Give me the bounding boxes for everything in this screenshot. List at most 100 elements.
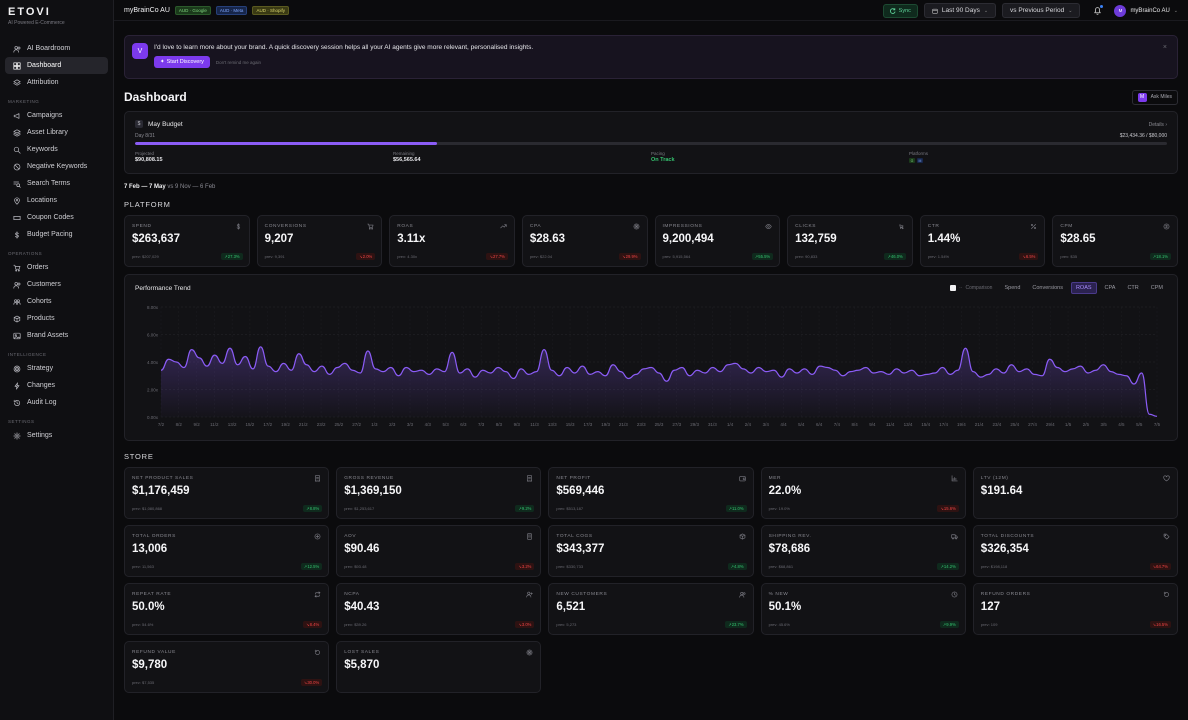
sidebar-item-coupon-codes[interactable]: Coupon Codes [5, 209, 108, 226]
kpi-card-cpm[interactable]: CPM $28.65 prev: $35 ↗18.1% [1052, 215, 1178, 267]
tab-ctr[interactable]: CTR [1127, 285, 1139, 291]
kpi-card-clicks[interactable]: CLICKS 132,759 prev: 90,833 ↗46.0% [787, 215, 913, 267]
tab-cpm[interactable]: CPM [1150, 285, 1163, 291]
sidebar-item-campaigns[interactable]: Campaigns [5, 107, 108, 124]
dismiss-link[interactable]: Don't remind me again [215, 59, 262, 65]
notifications-button[interactable] [1092, 4, 1104, 16]
discovery-banner: V I'd love to learn more about your bran… [124, 35, 1178, 79]
projected-label: Projected [135, 151, 155, 156]
sidebar-item-cohorts[interactable]: Cohorts [5, 293, 108, 310]
sidebar-item-orders[interactable]: Orders [5, 259, 108, 276]
kpi-delta-badge: ↘8.4% [303, 621, 323, 628]
sync-label: Sync [898, 7, 911, 14]
kpi-card-total-cogs[interactable]: TOTAL COGS $343,377 prev: $330,733 ↗4.8% [548, 525, 754, 577]
platform-kpis: SPEND $263,637 prev: $207,029 ↗27.3% CONVERS… [124, 215, 1178, 267]
trend-up-icon: ↗ [518, 506, 522, 511]
kpi-previous: prev: 9,391 [264, 254, 285, 259]
tag-shopify: AUD · Shopify [252, 6, 289, 15]
x-tick-label: 17/2 [263, 422, 272, 427]
sidebar-item-label: Strategy [27, 365, 54, 372]
user-menu[interactable]: M myBrainCo AU ⌄ [1114, 4, 1178, 17]
kpi-delta-badge: ↘15.6% [937, 505, 959, 512]
x-tick-label: 13/4 [904, 422, 913, 427]
sidebar-item-settings[interactable]: Settings [5, 427, 108, 444]
avatar: M [1114, 4, 1127, 17]
sidebar-item-label: Orders [27, 264, 49, 271]
kpi-card-aov[interactable]: AOV $90.46 prev: $93.48 ↘3.2% [336, 525, 542, 577]
sync-button[interactable]: Sync [882, 3, 918, 18]
kpi-card-repeat-rate[interactable]: REPEAT RATE 50.0% prev: 54.6% ↘8.4% [124, 583, 330, 635]
kpi-card-total-orders[interactable]: TOTAL ORDERS 13,006 prev: 11,563 ↗12.5% [124, 525, 330, 577]
kpi-card-total-discounts[interactable]: TOTAL DISCOUNTS $326,354 prev: $198,118 ↘64… [972, 525, 1178, 577]
close-icon[interactable]: × [1162, 44, 1167, 51]
megaphone-icon [13, 112, 20, 119]
kpi-value: $343,377 [556, 543, 605, 555]
kpi-card-spend[interactable]: SPEND $263,637 prev: $207,029 ↗27.3% [124, 215, 250, 267]
sidebar-item-asset-library[interactable]: Asset Library [5, 124, 108, 141]
sidebar-item-changes[interactable]: Changes [5, 377, 108, 394]
account-name[interactable]: myBrainCo AU [124, 7, 170, 14]
sidebar-item-customers[interactable]: Customers [5, 276, 108, 293]
comparison-toggle[interactable]: ·· Comparison [950, 285, 992, 291]
sidebar-item-audit-log[interactable]: Audit Log [5, 394, 108, 411]
sidebar-item-products[interactable]: Products [5, 310, 108, 327]
agent-badge: V [132, 43, 148, 59]
kpi-card-new-customers[interactable]: NEW CUSTOMERS 6,521 prev: 5,273 ↗23.7% [548, 583, 754, 635]
sidebar-item-label: Keywords [27, 146, 58, 153]
x-tick-label: 23/3 [637, 422, 646, 427]
ban-icon [13, 163, 21, 170]
kpi-card-conversions[interactable]: CONVERSIONS 9,207 prev: 9,391 ↘2.0% [256, 215, 383, 267]
sidebar-item-keywords[interactable]: Keywords [5, 141, 108, 158]
kpi-card-refund-orders[interactable]: REFUND ORDERS 127 prev: 109 ↘16.5% [972, 583, 1178, 635]
tab-roas[interactable]: ROAS [1070, 282, 1097, 294]
stack-icon [13, 128, 21, 137]
kpi-previous: prev: 5,915,564 [662, 254, 691, 259]
kpi-card-ctr[interactable]: CTR 1.44% prev: 1.54% ↘6.5% [919, 215, 1046, 267]
kpi-card-shipping-rev[interactable]: SHIPPING REV. $78,686 prev: $68,861 ↗14.2% [760, 525, 966, 577]
sidebar-item-dashboard[interactable]: Dashboard [5, 57, 108, 74]
sidebar-item-label: Dashboard [27, 62, 62, 69]
budget-details-link[interactable]: Details › [1148, 122, 1167, 128]
kpi-card-ncpa[interactable]: NCPA $40.43 prev: $39.26 ↘3.0% [336, 583, 542, 635]
kpi-card-net-product-sales[interactable]: NET PRODUCT SALES $1,176,459 prev: $1,080,… [124, 467, 330, 519]
kpi-card-ltv-12m[interactable]: LTV (12M) $191.64 [972, 467, 1178, 519]
sidebar-item-locations[interactable]: Locations [5, 192, 108, 209]
kpi-delta-badge: ↘6.5% [1019, 253, 1039, 260]
kpi-previous: prev: $93.48 [344, 564, 367, 569]
tab-spend[interactable]: Spend [1004, 285, 1021, 291]
kpi-card-new[interactable]: % NEW 50.1% prev: 45.6% ↗9.9% [760, 583, 966, 635]
sidebar-item-strategy[interactable]: Strategy [5, 360, 108, 377]
x-tick-label: 15/3 [566, 422, 575, 427]
checkbox[interactable] [950, 285, 957, 291]
ask-miles-button[interactable]: M Ask Miles [1131, 89, 1178, 105]
kpi-card-cpa[interactable]: CPA $28.63 prev: $22.04 ↘29.9% [521, 215, 648, 267]
sidebar-item-label: Asset Library [27, 129, 68, 136]
kpi-card-lost-sales[interactable]: LOST SALES $5,870 [336, 641, 542, 693]
kpi-card-gross-revenue[interactable]: GROSS REVENUE $1,369,150 prev: $1,253,617 ↗… [336, 467, 542, 519]
kpi-value: $90.46 [344, 543, 380, 555]
trend-up-icon: ↗ [306, 506, 310, 511]
kpi-card-impressions[interactable]: IMPRESSIONS 9,200,494 prev: 5,915,564 ↗55.5… [654, 215, 781, 267]
logo[interactable]: ETOVI AI Powered E-Commerce [0, 6, 113, 26]
kpi-label: REFUND ORDERS [980, 592, 1031, 597]
period-dropdown[interactable]: Last 90 Days ⌄ [923, 3, 997, 18]
tab-cpa[interactable]: CPA [1104, 285, 1116, 291]
sidebar-item-negative-keywords[interactable]: Negative Keywords [5, 158, 108, 175]
kpi-card-refund-value[interactable]: REFUND VALUE $9,780 prev: $7,535 ↘30.0% [124, 641, 330, 693]
refresh-icon [889, 7, 896, 14]
kpi-card-mer[interactable]: MER 22.0% prev: 19.0% ↘15.6% [760, 467, 966, 519]
sidebar-item-brand-assets[interactable]: Brand Assets [5, 327, 108, 344]
truck-icon [951, 534, 958, 540]
sidebar-item-attribution[interactable]: Attribution [5, 74, 108, 91]
sidebar-item-search-terms[interactable]: Search Terms [5, 175, 108, 192]
trend-down-icon: ↘ [940, 506, 944, 511]
tab-conversions[interactable]: Conversions [1032, 285, 1063, 291]
start-discovery-button[interactable]: ✦ Start Discovery [154, 56, 210, 68]
sidebar-item-ai-boardroom[interactable]: AI Boardroom [5, 40, 108, 57]
compare-dropdown[interactable]: vs Previous Period ⌄ [1002, 3, 1081, 18]
kpi-value: 3.11x [397, 233, 426, 245]
kpi-card-roas[interactable]: ROAS 3.11x prev: 4.30x ↘27.7% [389, 215, 515, 267]
kpi-card-net-profit[interactable]: NET PROFIT $569,446 prev: $513,187 ↗11.0% [548, 467, 754, 519]
sidebar-item-budget-pacing[interactable]: Budget Pacing [5, 226, 108, 243]
x-tick-label: 1/5 [1065, 422, 1072, 427]
